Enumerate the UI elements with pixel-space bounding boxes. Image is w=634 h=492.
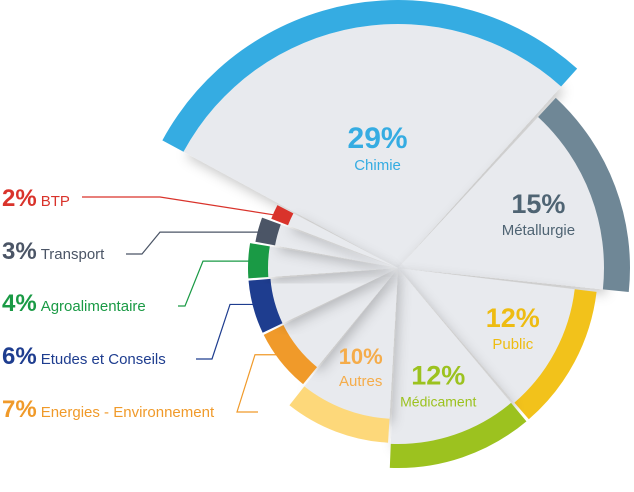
leader-line [196,303,258,360]
slice-wedge [283,268,398,368]
slice-wedge [275,224,398,268]
leader-line [82,196,279,217]
slice-value-label: 12% [486,303,540,333]
slice-wedge [288,213,398,268]
slice-ring [162,0,578,152]
slice-ring [514,289,597,420]
slice-category-label: Médicament [400,393,476,409]
slice-ring [538,97,631,293]
slice-ring [389,402,527,468]
slice-ring [248,243,270,279]
slice-category-label: Chimie [354,157,401,174]
slice-agroalimentaire [248,243,398,279]
slice-value-label: 15% [511,189,565,219]
slice-category-label: Métallurgie [502,222,575,239]
slice-value-label: 10% [339,344,383,369]
slice-ring [263,325,318,385]
slice-chimie [162,0,578,269]
external-label: 4% Agroalimentaire [2,290,146,317]
external-label: 3% Transport [2,238,105,265]
external-label: 7% Energies - Environnement [2,396,215,423]
slice-ring [289,386,390,443]
leader-line [126,231,262,255]
slice-wedge [398,116,604,290]
slice-ring [248,278,283,333]
slice-transport [255,217,398,268]
slice-wedge [183,23,562,269]
slice-autres [289,268,398,443]
slice-ring [271,205,294,226]
slice-category-label: Public [492,336,533,353]
leader-line [236,354,284,413]
slice-m-tallurgie [398,97,631,293]
slice-value-label: 29% [348,122,408,155]
slice-wedge [304,268,398,419]
slice-wedge [390,268,512,444]
slice-energies-environnement [263,268,398,385]
slice-wedge [398,268,575,403]
slice-m-dicament [389,268,527,468]
external-label: 6% Etudes et Conseils [2,343,166,370]
slice-ring [255,217,281,246]
slice-public [398,268,597,420]
slice-btp [271,205,398,268]
external-label: 2% BTP [2,185,70,212]
leader-line [178,260,253,307]
slice-wedge [267,246,398,277]
slice-etudes-et-conseils [248,268,398,333]
slice-wedge [270,268,398,324]
slice-value-label: 12% [411,360,465,390]
slice-category-label: Autres [339,373,382,390]
